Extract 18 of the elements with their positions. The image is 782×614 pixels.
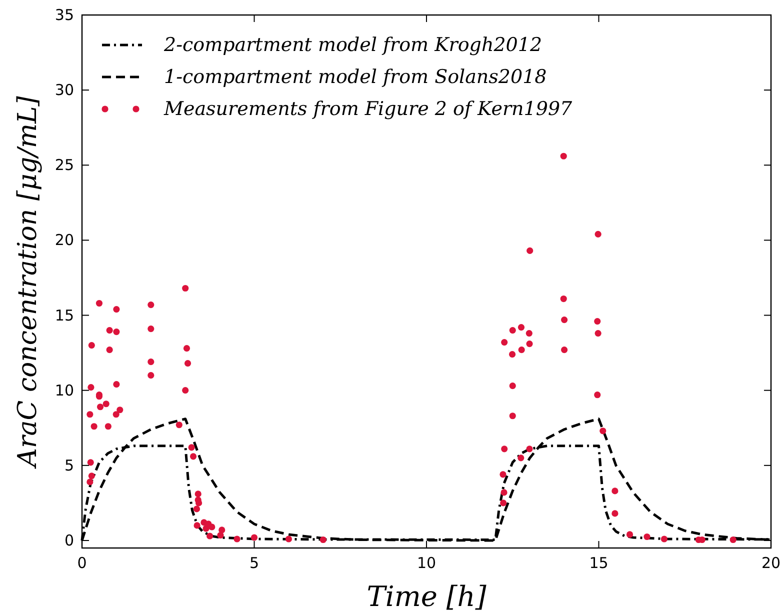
x-tick-label: 10 [416, 554, 436, 572]
y-tick-label: 20 [54, 231, 74, 250]
legend-label: Measurements from Figure 2 of Kern1997 [163, 98, 574, 120]
y-tick-label: 15 [54, 306, 74, 324]
x-tick-label: 5 [249, 554, 260, 572]
x-tick-label: 20 [761, 554, 781, 572]
y-axis-title: AraC concentration [μg/mL] [13, 95, 43, 469]
y-tick-label: 5 [64, 456, 74, 474]
y-tick-label: 0 [64, 531, 74, 550]
x-axis-title: Time [h] [366, 580, 486, 613]
legend-label: 1-compartment model from Solans2018 [164, 66, 547, 88]
y-tick-label: 25 [54, 156, 74, 174]
legend-label: 2-compartment model from Krogh2012 [163, 34, 542, 56]
y-tick-label: 35 [54, 6, 74, 24]
y-tick-label: 10 [54, 381, 74, 400]
y-tick-label: 30 [54, 81, 74, 100]
x-tick-label: 15 [589, 554, 608, 572]
x-tick-label: 0 [77, 554, 87, 572]
